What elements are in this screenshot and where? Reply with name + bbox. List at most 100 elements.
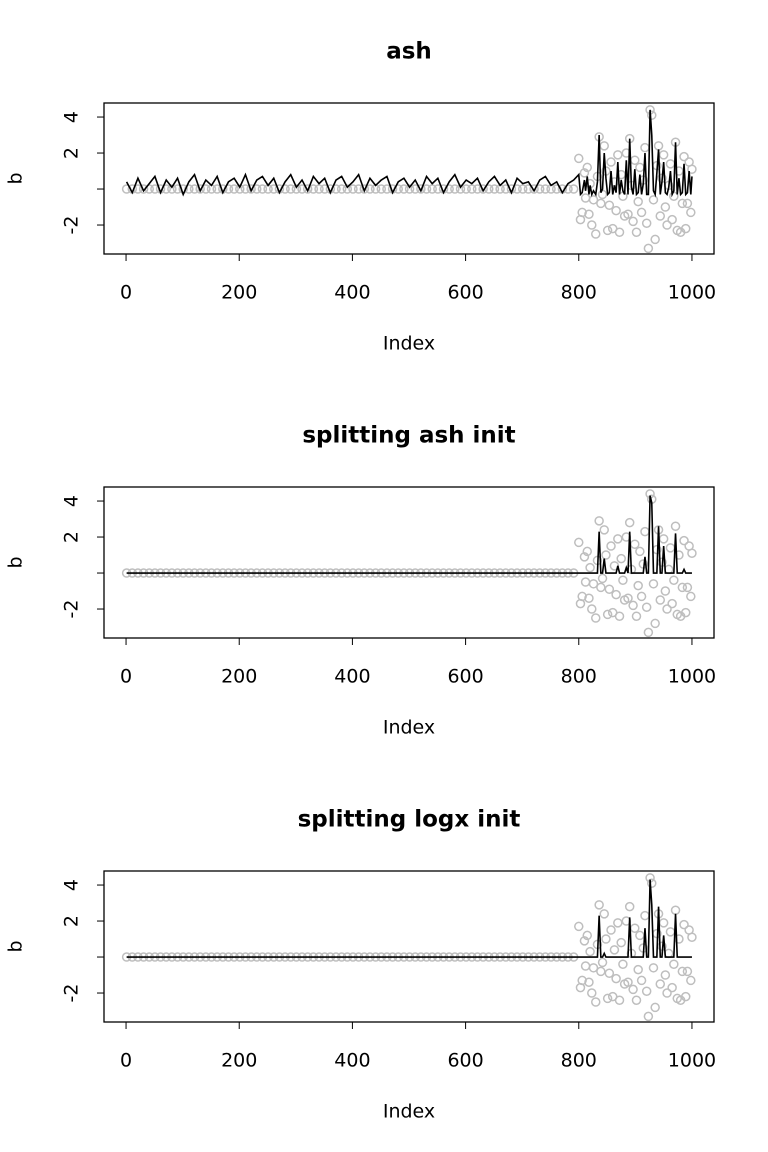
data-point: [229, 184, 239, 194]
data-point: [650, 1002, 660, 1013]
data-point: [686, 591, 696, 602]
x-tick-label: 200: [221, 1050, 257, 1072]
data-point: [609, 945, 620, 955]
data-point: [588, 195, 599, 205]
data-point: [601, 550, 611, 560]
data-point: [399, 184, 409, 194]
data-point: [582, 546, 593, 557]
data-point: [628, 984, 638, 995]
data-point: [660, 970, 671, 980]
data-point: [643, 243, 654, 254]
data-point: [670, 905, 681, 915]
data-point: [660, 586, 671, 596]
data-point: [641, 218, 652, 228]
data-point: [648, 963, 659, 973]
data-point: [641, 602, 652, 612]
data-point: [658, 534, 669, 544]
data-point: [682, 966, 693, 977]
data-point: [577, 207, 587, 218]
data-point: [630, 155, 640, 165]
data-point: [353, 184, 364, 194]
data-point: [669, 959, 679, 969]
data-point: [517, 184, 528, 194]
data-point: [655, 979, 666, 989]
data-point: [613, 150, 623, 160]
x-tick-label: 0: [120, 1050, 132, 1072]
data-point: [686, 975, 696, 986]
data-point: [680, 991, 691, 1002]
data-point: [421, 184, 432, 194]
data-point: [665, 543, 676, 553]
data-point: [587, 220, 597, 230]
data-point: [630, 923, 640, 933]
data-point: [628, 216, 638, 227]
data-point: [636, 591, 647, 602]
y-tick-label: -2: [61, 600, 83, 619]
data-point: [584, 209, 594, 219]
data-point: [599, 909, 609, 919]
data-point: [235, 184, 245, 194]
data-point: [588, 963, 599, 973]
panel: ash Index b 0 200 400 600 800 1000 -2 2 4: [5, 39, 717, 355]
data-point: [599, 525, 609, 535]
data-point: [662, 220, 672, 230]
x-tick-label: 1000: [668, 666, 716, 688]
data-point: [594, 516, 604, 526]
data-point: [650, 234, 660, 245]
data-point: [623, 977, 633, 987]
data-point: [669, 575, 679, 585]
y-tick-label: -2: [61, 984, 83, 1003]
data-point: [633, 964, 643, 975]
x-tick-label: 600: [447, 666, 483, 688]
data-point: [604, 584, 615, 594]
data-point: [342, 184, 353, 194]
data-point: [643, 627, 654, 638]
data-point: [336, 184, 347, 194]
data-point: [611, 589, 621, 600]
data-point: [601, 934, 611, 944]
data-point: [285, 184, 296, 194]
data-point: [582, 930, 593, 941]
data-point: [670, 521, 681, 531]
y-tick-label: 4: [61, 111, 83, 123]
x-tick-label: 800: [561, 666, 597, 688]
data-point: [635, 546, 645, 557]
data-point: [189, 184, 200, 194]
data-point: [640, 526, 650, 537]
data-point: [687, 548, 697, 558]
data-point: [606, 925, 616, 935]
data-point: [641, 986, 652, 996]
data-point: [587, 988, 597, 998]
x-tick-label: 0: [120, 282, 132, 304]
data-point: [588, 579, 599, 589]
data-point: [682, 198, 693, 209]
x-tick-label: 400: [334, 666, 370, 688]
data-point: [604, 200, 615, 210]
x-tick-label: 400: [334, 282, 370, 304]
data-point: [580, 193, 591, 203]
data-point: [594, 900, 604, 910]
data-point: [584, 977, 594, 987]
data-point: [577, 975, 587, 986]
x-tick-label: 800: [561, 282, 597, 304]
panel: splitting ash init Index b 0 200 400 600 800 100…: [5, 423, 717, 739]
x-tick-label: 400: [334, 1050, 370, 1072]
data-point: [579, 936, 590, 946]
data-point: [655, 595, 666, 605]
data-point: [687, 932, 697, 942]
data-point: [404, 184, 415, 194]
data-point: [529, 184, 539, 194]
data-point: [579, 168, 590, 178]
y-axis-label: b: [5, 556, 27, 568]
data-point: [636, 975, 647, 986]
data-point: [618, 575, 628, 585]
data-line: [125, 109, 693, 198]
x-tick-label: 200: [221, 282, 257, 304]
data-point: [631, 995, 642, 1005]
data-point: [648, 579, 659, 589]
data-point: [631, 611, 642, 621]
data-point: [599, 141, 609, 151]
data-point: [568, 184, 579, 194]
x-tick-label: 800: [561, 1050, 597, 1072]
